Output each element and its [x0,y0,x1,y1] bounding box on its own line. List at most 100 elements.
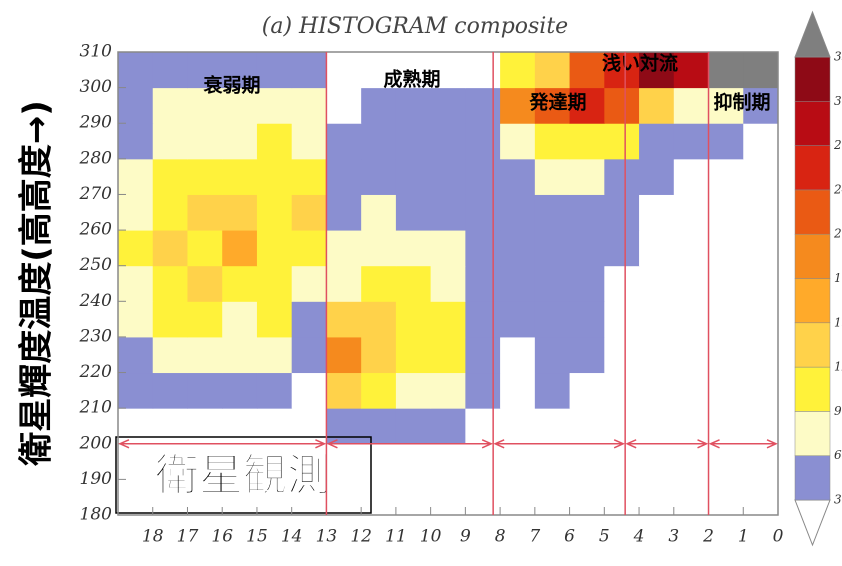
heat-cell [326,479,362,516]
y-tick-label: 300 [80,77,113,97]
y-tick-label: 250 [79,255,113,275]
heat-cell [743,194,779,231]
heat-cell [326,265,362,302]
heat-cell [604,265,640,302]
heat-cell [500,158,536,195]
heat-cell [604,301,640,338]
heat-cell [534,408,571,445]
phase-label: 成熟期 [383,68,440,91]
heat-cell [569,372,605,409]
heat-cell [569,87,605,124]
colorbar-label: 6 [834,448,842,462]
colorbar-label: 18 [834,271,842,285]
heat-cell [500,52,536,89]
heat-cell [395,443,432,480]
heat-cell [743,443,779,480]
colorbar-box [794,455,831,501]
colorbar-label: 21 [833,227,842,241]
heat-cell [152,372,188,409]
x-tick-label: 15 [246,527,268,547]
heat-cell [534,265,571,302]
heat-cell [639,372,675,409]
heat-cell [187,194,223,231]
heat-cell [534,479,571,516]
heat-cell [673,230,710,267]
heat-cell [430,123,466,160]
heat-cell [534,123,571,160]
heat-cell [569,336,605,374]
heat-cell [708,194,744,231]
heat-cell [291,408,327,445]
y-axis-label: 衛星輝度温度(高高度→) [17,100,57,467]
heat-cell [256,336,293,374]
heat-cell [152,443,188,480]
heat-cell [743,158,779,195]
heat-cell [604,230,640,267]
heat-cell [569,443,605,480]
heat-cell [187,52,223,89]
heat-cell [222,123,258,160]
heat-cell [118,443,154,480]
heat-cell [187,443,223,480]
heat-cell [465,336,501,374]
heat-cell [500,194,536,231]
x-tick-label: 3 [668,527,679,547]
x-tick-label: 10 [420,527,442,547]
heat-cell [569,123,605,160]
heat-cell [395,301,432,338]
y-tick-label: 310 [80,42,113,62]
arrow-head [708,439,720,449]
heat-cell [361,265,397,302]
heat-cell [500,408,536,445]
heat-cell [708,123,744,160]
heat-cell [222,194,258,231]
x-tick-label: 1 [738,527,749,547]
x-tick-label: 2 [702,527,714,547]
colorbar-box [794,322,831,368]
arrow-head [118,439,130,449]
y-tick-label: 190 [80,469,113,489]
heat-cell [256,52,293,89]
heat-cell [534,158,571,195]
heat-cell [500,123,536,160]
heat-cell [708,230,744,267]
y-tick-label: 290 [79,113,113,133]
heat-cell [673,443,710,480]
heat-cell [187,230,223,267]
heat-cell [569,479,605,516]
heat-cell [152,52,188,89]
phase-label: 抑制期 [713,91,770,114]
heat-cell [118,158,154,195]
heat-cell [465,301,501,338]
x-tick-label: 11 [385,527,407,547]
heat-cell [430,479,466,516]
colorbar-label: 12 [834,360,842,374]
heat-cell [222,87,258,124]
heat-cell [673,301,710,338]
heat-cell [673,336,710,374]
heat-cell [743,479,779,516]
colorbar-label: 33 [834,50,842,64]
arrow-head [315,439,327,449]
heat-cell [291,301,327,338]
heat-cell [639,123,675,160]
heat-cell [222,158,258,195]
heat-cell [604,408,640,445]
colorbar-box [794,145,831,191]
heat-cell [743,123,779,160]
heat-cell [743,408,779,445]
heat-cell [673,52,710,89]
heat-cell [152,194,188,231]
heat-cell [465,194,501,231]
heatmap [118,52,779,516]
colorbar-label: 27 [833,138,842,152]
heat-cell [187,336,223,374]
heat-cell [500,265,536,302]
heat-cell [326,158,362,195]
heat-cell [361,194,397,231]
heat-cell [673,408,710,445]
heat-cell [395,52,432,89]
plot-frame [117,51,779,516]
heat-cell [222,372,258,409]
x-tick-label: 6 [564,527,575,547]
